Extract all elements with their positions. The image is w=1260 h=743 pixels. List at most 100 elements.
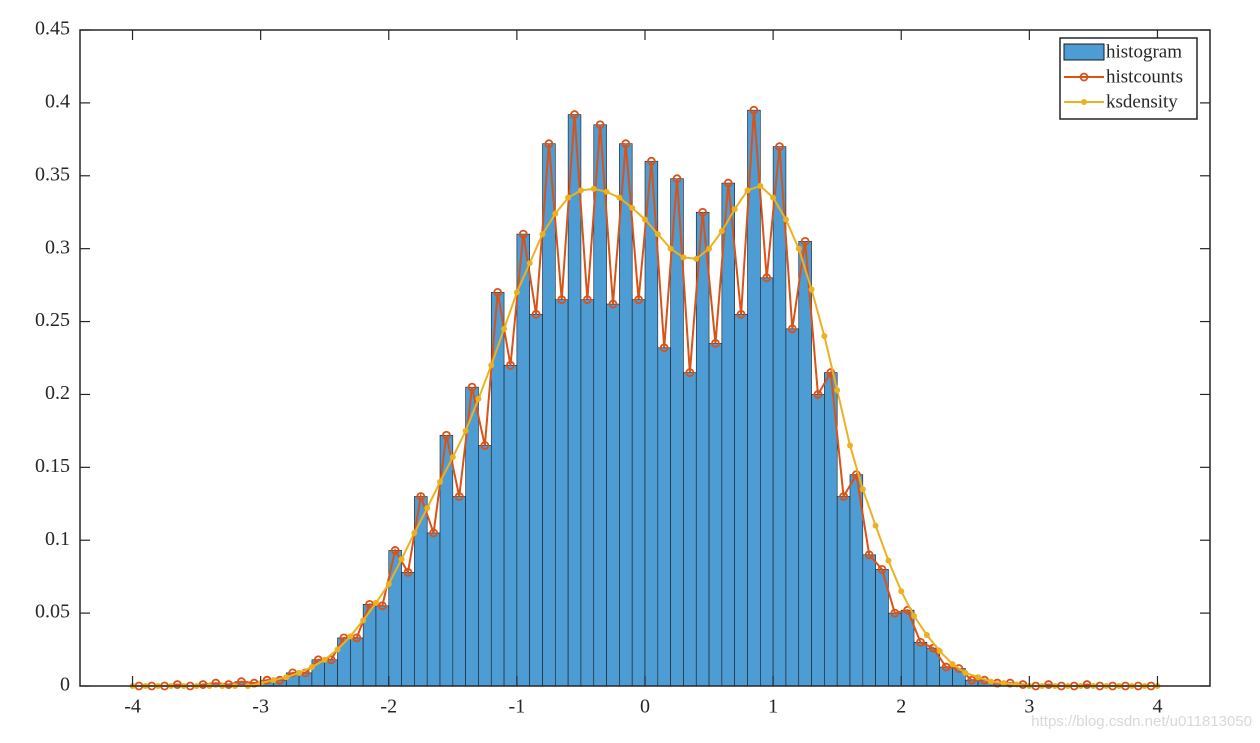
marker [480,441,490,450]
marker [826,368,836,377]
marker [462,427,469,434]
marker [795,245,802,252]
marker [603,188,610,195]
marker [642,216,648,223]
marker [749,105,759,115]
histogram-bar [375,605,390,687]
marker [467,382,477,392]
marker [403,567,413,577]
marker [283,674,290,681]
marker [775,142,784,152]
y-tick-label: 0.45 [35,18,70,40]
marker [347,633,354,640]
marker [698,207,708,217]
marker [270,677,277,684]
legend-label: histcounts [1106,66,1183,87]
y-tick-label: 0.35 [35,163,70,185]
marker [808,286,815,293]
histogram-bar [478,445,492,687]
legend-swatch [1063,43,1105,61]
marker [377,601,387,611]
marker [513,289,520,296]
marker [360,617,367,624]
marker [539,231,546,238]
y-tick-label: 0.3 [45,236,70,258]
histogram-bar [708,343,723,687]
histogram-bar [503,364,518,687]
marker [782,216,789,223]
marker [296,669,303,676]
marker [475,395,482,402]
marker [813,390,823,399]
y-tick-label: 0.2 [45,382,70,404]
marker [526,260,533,267]
marker [424,505,431,512]
marker [718,228,725,235]
marker [429,528,439,538]
legend-marker [1081,99,1087,105]
marker [654,231,661,238]
histogram-bar [888,612,902,687]
marker [936,648,943,655]
marker [544,139,554,149]
marker [736,309,746,319]
legend-label: ksdensity [1106,91,1178,112]
marker [800,236,810,246]
marker [967,675,977,685]
marker [385,580,392,587]
histogram-bar [862,554,876,687]
marker [834,387,841,394]
x-tick-label: 4 [1152,696,1162,718]
marker [723,178,733,188]
y-tick-label: 0.25 [35,309,70,331]
histogram-bar [836,496,851,687]
histogram-bar [683,372,697,687]
marker [1082,680,1092,689]
marker [846,442,853,449]
marker [685,368,695,377]
marker [851,470,861,480]
marker [557,295,567,305]
marker [647,156,656,166]
x-tick-label: 3 [1024,696,1034,718]
marker [565,194,572,201]
marker [449,454,456,461]
x-tick-label: -1 [509,696,526,718]
marker [621,139,631,149]
histogram-bar [913,641,928,687]
marker [885,557,892,564]
marker [365,599,374,609]
marker [608,299,618,309]
marker [172,680,182,689]
marker [629,204,636,211]
x-tick-label: 1 [768,696,778,718]
marker [911,613,918,620]
marker [821,333,828,340]
marker [898,588,905,595]
histogram-bar [567,114,582,687]
histogram-bar [657,347,671,687]
marker [923,631,930,638]
histogram-bar [798,241,812,687]
marker [962,669,969,676]
marker [321,656,328,663]
marker [488,362,495,369]
marker [552,210,559,217]
marker [859,486,866,493]
marker [1044,680,1053,689]
marker [416,492,426,501]
marker [916,637,925,647]
marker [711,339,720,348]
marker [672,174,682,184]
marker [308,664,315,671]
x-tick-label: -4 [124,696,141,718]
marker [693,255,700,262]
marker [437,478,444,485]
marker [1000,680,1007,687]
marker [890,608,900,618]
marker [531,309,541,319]
marker [680,254,687,261]
x-tick-label: -3 [252,696,269,718]
histogram-bar [426,532,441,687]
